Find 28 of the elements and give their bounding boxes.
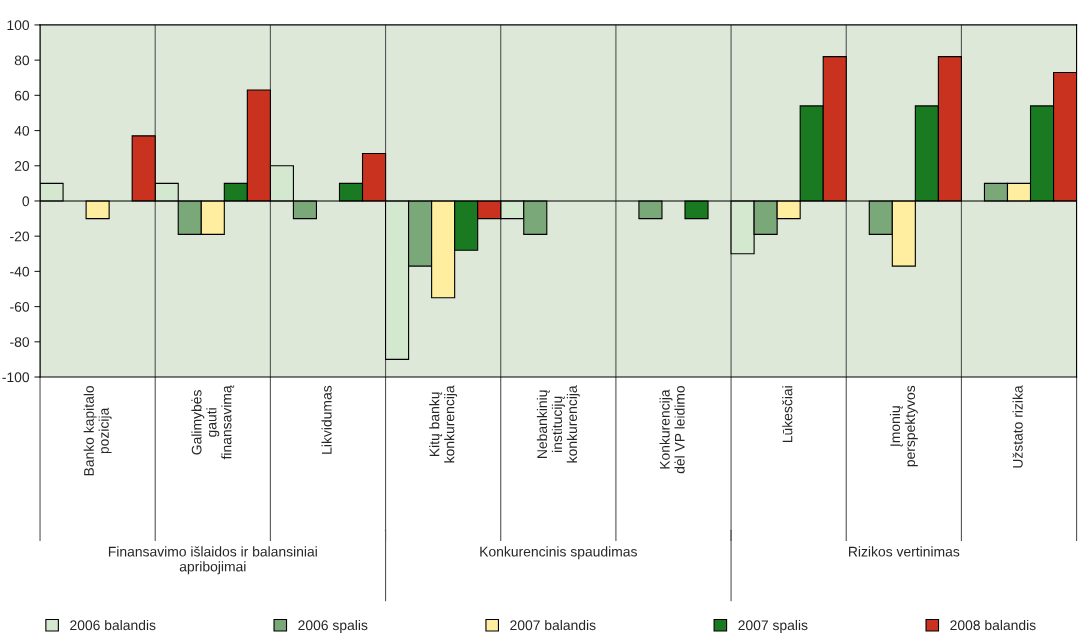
y-tick-label: 80 [14,55,30,66]
y-tick-label: -40 [10,266,30,277]
y-tick-label: 0 [22,196,30,207]
y-tick-label: 20 [14,161,30,171]
y-tick-label: 100 [7,20,30,31]
y-tick-label: 60 [14,90,30,101]
text: Konkurencinis spaudimas [480,546,637,560]
text: Rizikos vertinimas [849,546,960,557]
x-tick-label: Kitų bankų konkurencija [429,385,458,463]
y-tick-label: -20 [10,231,30,242]
x-tick-label: Konkurencija dėl VP leidimo [659,385,685,474]
x-tick-label: Nebankinių institucijų konkurencija [536,385,580,463]
y-tick-label: -80 [10,337,30,347]
x-tick-label: Banko kapitalo pozicija [83,385,112,476]
x-tick-label: Užstato rizika [1012,385,1023,468]
legend-label: 2006 balandis [70,619,156,631]
y-tick-label: -60 [10,301,30,312]
x-tick-label: Galimybės gauti finansavimą [191,385,235,460]
x-tick-label: Likvidumas [321,385,332,454]
x-tick-label: Lūkesčiai [782,386,793,443]
y-tick-label: -100 [2,372,30,383]
legend-label: 2008 balandis [950,619,1036,631]
legend-label: 2007 spalis [738,619,808,633]
legend-label: 2006 spalis [298,619,368,633]
text: Finansavimo išlaidos ir balansiniai apribojimai [108,546,317,575]
legend-label: 2007 balandis [510,619,596,631]
x-tick-label: Įmonių perspektyvos [889,385,918,467]
y-tick-label: 40 [14,125,30,136]
